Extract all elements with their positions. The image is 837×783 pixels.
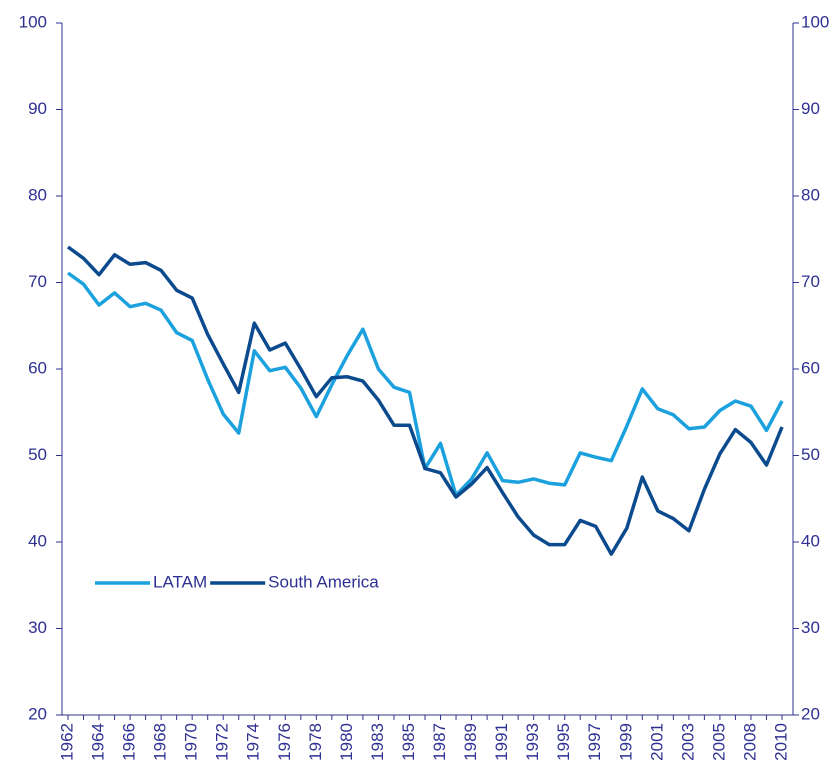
x-tick-label: 1989 [461, 723, 480, 761]
x-tick-label: 2008 [740, 723, 759, 761]
y-tick-label: 80 [28, 185, 47, 204]
x-tick-label: 1997 [585, 723, 604, 761]
y2-tick-label: 100 [801, 12, 829, 31]
y-tick-label: 20 [28, 704, 47, 723]
y2-tick-label: 30 [801, 618, 820, 637]
y-tick-label: 50 [28, 445, 47, 464]
y2-tick-label: 60 [801, 358, 820, 377]
y2-tick-label: 80 [801, 185, 820, 204]
x-tick-label: 2003 [678, 723, 697, 761]
x-tick-label: 1972 [213, 723, 232, 761]
x-tick-label: 1999 [616, 723, 635, 761]
x-tick-label: 1966 [120, 723, 139, 761]
line [66, 245, 784, 556]
y-tick-label: 40 [28, 531, 47, 550]
x-tick-label: 1964 [89, 723, 108, 761]
legend-label: LATAM [153, 572, 207, 591]
line [66, 271, 784, 498]
x-tick-label: 2005 [709, 723, 728, 761]
x-tick-label: 1976 [275, 723, 294, 761]
y2-tick-label: 90 [801, 99, 820, 118]
y-tick-label: 90 [28, 99, 47, 118]
x-tick-label: 1983 [368, 723, 387, 761]
x-tick-label: 1987 [430, 723, 449, 761]
x-tick-label: 1978 [306, 723, 325, 761]
y2-tick-label: 40 [801, 531, 820, 550]
legend-label: South America [268, 572, 379, 591]
y-tick-label: 60 [28, 358, 47, 377]
y2-tick-label: 70 [801, 272, 820, 291]
x-tick-label: 1970 [182, 723, 201, 761]
x-tick-label: 1991 [492, 723, 511, 761]
x-tick-label: 1985 [399, 723, 418, 761]
y-tick-label: 100 [19, 12, 47, 31]
x-tick-label: 2001 [647, 723, 666, 761]
x-tick-label: 1968 [151, 723, 170, 761]
x-tick-label: 1980 [337, 723, 356, 761]
x-tick-label: 1962 [57, 723, 76, 761]
x-tick-label: 2010 [771, 723, 790, 761]
x-tick-label: 1995 [554, 723, 573, 761]
y2-tick-label: 20 [801, 704, 820, 723]
x-tick-label: 1993 [523, 723, 542, 761]
x-tick-label: 1974 [244, 723, 263, 761]
y-tick-label: 30 [28, 618, 47, 637]
y-tick-label: 70 [28, 272, 47, 291]
y2-tick-label: 50 [801, 445, 820, 464]
